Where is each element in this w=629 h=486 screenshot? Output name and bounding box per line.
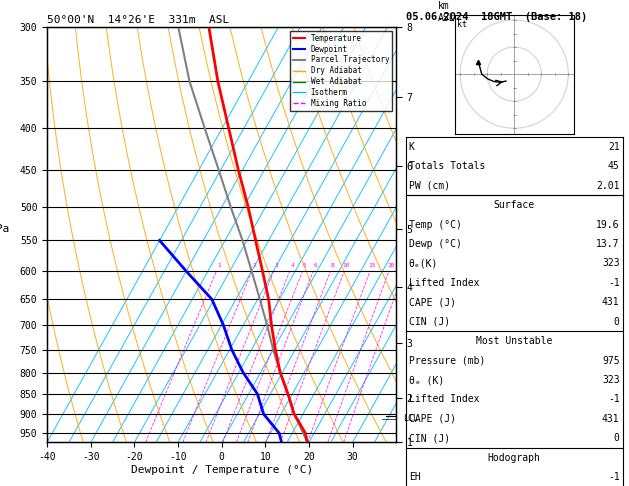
Y-axis label: hPa: hPa: [0, 225, 9, 235]
X-axis label: Dewpoint / Temperature (°C): Dewpoint / Temperature (°C): [131, 465, 313, 475]
Text: 8: 8: [331, 262, 335, 268]
Text: Most Unstable: Most Unstable: [476, 336, 552, 346]
Text: 3: 3: [274, 262, 278, 268]
Text: Hodograph: Hodograph: [487, 453, 541, 463]
Legend: Temperature, Dewpoint, Parcel Trajectory, Dry Adiabat, Wet Adiabat, Isotherm, Mi: Temperature, Dewpoint, Parcel Trajectory…: [290, 31, 392, 111]
Text: -1: -1: [608, 395, 620, 404]
Text: 6: 6: [314, 262, 318, 268]
Text: 13.7: 13.7: [596, 239, 620, 249]
Text: 05.06.2024  18GMT  (Base: 18): 05.06.2024 18GMT (Base: 18): [406, 12, 587, 22]
Text: CIN (J): CIN (J): [409, 317, 450, 327]
Text: EH: EH: [409, 472, 421, 482]
Text: 50°00'N  14°26'E  331m  ASL: 50°00'N 14°26'E 331m ASL: [47, 15, 230, 25]
Text: Dewp (°C): Dewp (°C): [409, 239, 462, 249]
Text: CIN (J): CIN (J): [409, 434, 450, 443]
Text: 0: 0: [614, 317, 620, 327]
Text: 5: 5: [303, 262, 307, 268]
Text: 975: 975: [602, 356, 620, 365]
Text: K: K: [409, 142, 415, 152]
Text: CAPE (J): CAPE (J): [409, 414, 456, 424]
Text: 20: 20: [387, 262, 395, 268]
Text: 19.6: 19.6: [596, 220, 620, 229]
Text: CAPE (J): CAPE (J): [409, 297, 456, 307]
Text: θₑ(K): θₑ(K): [409, 259, 438, 268]
Text: Temp (°C): Temp (°C): [409, 220, 462, 229]
Text: km
ASL: km ASL: [438, 1, 456, 22]
Text: 431: 431: [602, 297, 620, 307]
Text: 431: 431: [602, 414, 620, 424]
Text: PW (cm): PW (cm): [409, 181, 450, 191]
Text: Totals Totals: Totals Totals: [409, 161, 485, 171]
Text: Lifted Index: Lifted Index: [409, 278, 479, 288]
Text: Lifted Index: Lifted Index: [409, 395, 479, 404]
Text: Surface: Surface: [494, 200, 535, 210]
Text: 4: 4: [290, 262, 294, 268]
Text: 21: 21: [608, 142, 620, 152]
Text: 2.01: 2.01: [596, 181, 620, 191]
Text: θₑ (K): θₑ (K): [409, 375, 444, 385]
Text: -1: -1: [608, 278, 620, 288]
Text: LCL: LCL: [403, 415, 418, 423]
Text: kt: kt: [457, 20, 467, 29]
Text: 45: 45: [608, 161, 620, 171]
Text: 2: 2: [252, 262, 256, 268]
Text: 15: 15: [369, 262, 376, 268]
Text: -1: -1: [608, 472, 620, 482]
Text: 323: 323: [602, 259, 620, 268]
Text: 0: 0: [614, 434, 620, 443]
Text: 1: 1: [217, 262, 221, 268]
Text: 323: 323: [602, 375, 620, 385]
Text: 10: 10: [343, 262, 350, 268]
Text: Pressure (mb): Pressure (mb): [409, 356, 485, 365]
